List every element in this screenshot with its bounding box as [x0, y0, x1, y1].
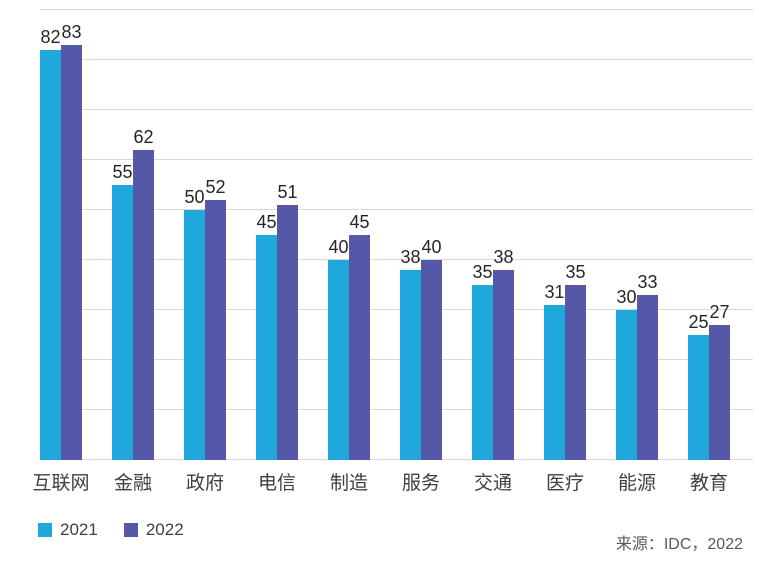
- category-label-政府: 政府: [185, 473, 225, 494]
- value-label-2021-医疗: 31: [544, 282, 565, 302]
- value-label-2021-交通: 35: [472, 262, 493, 282]
- legend-label-2021: 2021: [60, 520, 98, 539]
- gridline-y20: [40, 359, 753, 360]
- bar-2021-互联网: [40, 50, 61, 460]
- value-label-2022-教育: 27: [709, 302, 730, 322]
- value-label-2022-医疗: 35: [565, 262, 586, 282]
- gridline-y0: [40, 459, 753, 460]
- value-label-2022-互联网: 83: [61, 22, 82, 42]
- category-label-教育: 教育: [689, 473, 729, 494]
- gridline-y40: [40, 259, 753, 260]
- legend-item-2022: 2022: [123, 520, 184, 539]
- bar-2021-电信: [256, 235, 277, 460]
- value-label-2021-服务: 38: [400, 247, 421, 267]
- bar-2022-能源: [637, 295, 658, 460]
- value-label-2021-教育: 25: [688, 312, 709, 332]
- category-label-能源: 能源: [617, 473, 657, 494]
- category-label-交通: 交通: [473, 473, 513, 494]
- bar-2022-教育: [709, 325, 730, 460]
- bar-2022-互联网: [61, 45, 82, 460]
- bar-2021-制造: [328, 260, 349, 460]
- legend-label-2022: 2022: [145, 520, 184, 539]
- value-label-2021-能源: 30: [616, 287, 637, 307]
- bar-2022-制造: [349, 235, 370, 460]
- bar-2021-能源: [616, 310, 637, 460]
- bar-2022-金融: [133, 150, 154, 460]
- value-label-2022-服务: 40: [421, 237, 442, 257]
- bar-2021-金融: [112, 185, 133, 460]
- bar-2022-电信: [277, 205, 298, 460]
- legend-swatch-2021-icon: [38, 522, 52, 537]
- value-label-2022-交通: 38: [493, 247, 514, 267]
- bar-2022-医疗: [565, 285, 586, 460]
- value-label-2022-电信: 51: [277, 182, 298, 202]
- value-label-2021-互联网: 82: [40, 27, 61, 47]
- value-label-2022-能源: 33: [637, 272, 658, 292]
- legend-swatch-2022-icon: [123, 522, 138, 537]
- bar-2021-交通: [472, 285, 493, 460]
- plot-area: 82 83 互联网 55 62 金融 50 52 政府 45 51 电信 40 45 制造 38 40 服务 35 3…: [32, 9, 753, 493]
- value-label-2021-金融: 55: [112, 162, 133, 182]
- category-label-金融: 金融: [113, 473, 153, 494]
- bar-2021-医疗: [544, 305, 565, 460]
- category-label-服务: 服务: [401, 473, 441, 494]
- bar-2022-服务: [421, 260, 442, 460]
- value-label-2022-金融: 62: [133, 127, 154, 147]
- legend-item-2021: 2021: [38, 521, 98, 538]
- gridline-y60: [40, 159, 753, 160]
- category-label-医疗: 医疗: [545, 473, 585, 494]
- gridline-y90: [40, 9, 753, 10]
- value-label-2022-制造: 45: [349, 212, 370, 232]
- source-note: 来源：IDC，2022: [615, 536, 743, 553]
- legend: 2021 2022: [38, 521, 184, 538]
- value-label-2021-电信: 45: [256, 212, 277, 232]
- gridline-y30: [40, 309, 753, 310]
- gridline-y80: [40, 59, 753, 60]
- category-label-制造: 制造: [329, 473, 369, 494]
- gridline-y70: [40, 109, 753, 110]
- category-label-电信: 电信: [257, 473, 297, 494]
- bar-2022-政府: [205, 200, 226, 460]
- bar-2021-教育: [688, 335, 709, 460]
- category-label-互联网: 互联网: [32, 473, 90, 494]
- bar-2021-服务: [400, 270, 421, 460]
- bar-2022-交通: [493, 270, 514, 460]
- gridline-y10: [40, 409, 753, 410]
- bar-2021-政府: [184, 210, 205, 460]
- value-label-2021-制造: 40: [328, 237, 349, 257]
- value-label-2021-政府: 50: [184, 187, 205, 207]
- value-label-2022-政府: 52: [205, 177, 226, 197]
- gridline-y50: [40, 209, 753, 210]
